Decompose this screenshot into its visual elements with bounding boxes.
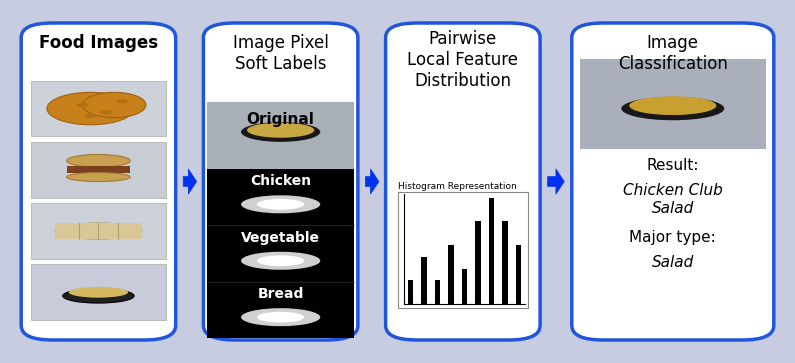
Ellipse shape xyxy=(257,199,304,210)
Text: Chicken Club
Salad: Chicken Club Salad xyxy=(623,183,723,216)
Bar xyxy=(421,257,427,304)
FancyBboxPatch shape xyxy=(21,23,176,340)
Bar xyxy=(55,223,142,239)
Bar xyxy=(502,221,508,304)
Ellipse shape xyxy=(241,195,320,213)
Text: Food Images: Food Images xyxy=(39,34,158,52)
Bar xyxy=(435,280,440,304)
Text: Vegetable: Vegetable xyxy=(241,231,320,245)
Bar xyxy=(31,203,166,259)
Bar xyxy=(489,198,494,304)
Ellipse shape xyxy=(67,172,130,182)
Ellipse shape xyxy=(67,155,130,167)
FancyBboxPatch shape xyxy=(204,23,358,340)
Text: Pairwise
Local Feature
Distribution: Pairwise Local Feature Distribution xyxy=(407,30,518,90)
Ellipse shape xyxy=(100,110,112,114)
Bar xyxy=(31,264,166,320)
Ellipse shape xyxy=(55,223,142,239)
Ellipse shape xyxy=(76,103,88,107)
Ellipse shape xyxy=(63,289,134,303)
Ellipse shape xyxy=(84,114,96,118)
Bar xyxy=(580,59,766,149)
Bar xyxy=(448,245,454,304)
Bar xyxy=(207,102,354,169)
Text: Image
Classification: Image Classification xyxy=(618,34,727,73)
Text: Chicken: Chicken xyxy=(250,174,311,188)
Ellipse shape xyxy=(68,287,128,298)
Ellipse shape xyxy=(257,312,304,323)
Bar xyxy=(408,280,413,304)
Bar xyxy=(31,142,166,198)
Text: Original: Original xyxy=(246,112,315,127)
Bar xyxy=(462,269,467,304)
Ellipse shape xyxy=(629,96,716,115)
Text: Major type:: Major type: xyxy=(630,230,716,245)
Text: Result:: Result: xyxy=(646,158,699,173)
Text: Histogram Representation: Histogram Representation xyxy=(398,182,516,191)
Text: Image Pixel
Soft Labels: Image Pixel Soft Labels xyxy=(233,34,328,73)
Bar xyxy=(398,192,528,307)
Ellipse shape xyxy=(47,92,134,125)
Ellipse shape xyxy=(622,97,724,120)
Ellipse shape xyxy=(241,122,320,142)
Ellipse shape xyxy=(257,255,304,266)
Ellipse shape xyxy=(116,99,128,103)
Bar xyxy=(67,166,130,174)
Bar xyxy=(207,169,354,338)
Ellipse shape xyxy=(241,308,320,326)
Bar xyxy=(475,221,481,304)
FancyBboxPatch shape xyxy=(572,23,774,340)
Ellipse shape xyxy=(241,252,320,270)
Ellipse shape xyxy=(247,123,314,138)
Bar xyxy=(31,81,166,136)
Text: Bread: Bread xyxy=(258,287,304,301)
Ellipse shape xyxy=(83,92,146,118)
Bar xyxy=(515,245,521,304)
Text: Salad: Salad xyxy=(652,255,694,270)
FancyBboxPatch shape xyxy=(386,23,540,340)
